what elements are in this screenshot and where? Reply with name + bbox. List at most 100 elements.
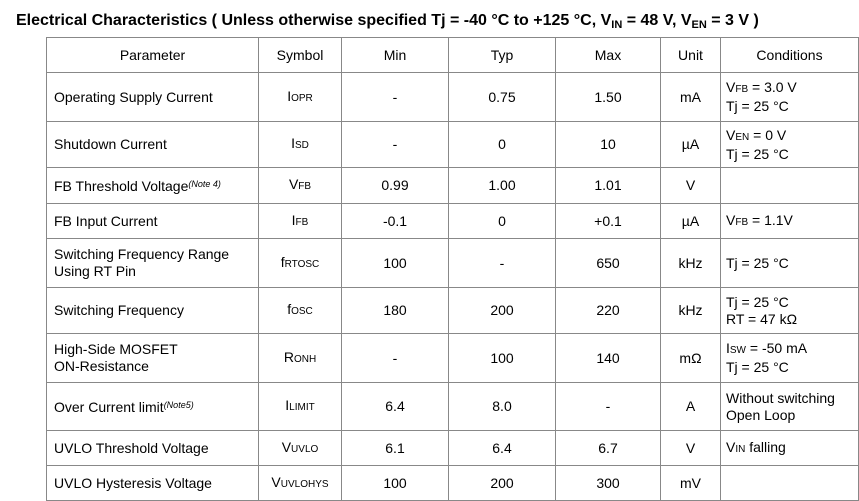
condition-line: ISW = -50 mA xyxy=(726,340,851,359)
text: f xyxy=(287,301,292,317)
symbol-cell: fOSC xyxy=(258,287,342,334)
symbol-cell: RONH xyxy=(258,333,342,383)
condition-line: Tj = 25 °C xyxy=(726,255,851,272)
unit: kHz xyxy=(660,238,721,288)
conditions-cell: VEN = 0 V Tj = 25 °C xyxy=(720,121,859,168)
condition-line: Without switching xyxy=(726,390,851,407)
parameter-line: ON-Resistance xyxy=(54,358,251,375)
text: Tj = 25 °C xyxy=(726,359,789,375)
max: 140 xyxy=(555,333,661,383)
unit: A xyxy=(660,382,721,431)
typ: 200 xyxy=(448,465,556,501)
condition-line: RT = 47 kΩ xyxy=(726,311,851,328)
min: 100 xyxy=(341,465,449,501)
conditions-cell: VFB = 1.1V xyxy=(720,203,859,239)
conditions-cell xyxy=(720,167,859,204)
max: 1.01 xyxy=(555,167,661,204)
parameter-line: Switching Frequency xyxy=(54,302,251,319)
parameter: FB Threshold Voltage xyxy=(54,178,189,194)
note: (Note5) xyxy=(163,400,194,410)
parameter: Switching Frequency xyxy=(54,302,184,318)
conditions-cell: ISW = -50 mA Tj = 25 °C xyxy=(720,333,859,383)
subscript: SD xyxy=(294,140,309,151)
text: I xyxy=(291,211,296,228)
header-cell: Max xyxy=(555,37,661,73)
header-cell: Conditions xyxy=(720,37,859,73)
text: Electrical Characteristics ( Unless othe… xyxy=(16,12,612,29)
parameter: UVLO Hysteresis Voltage xyxy=(54,474,212,491)
header-cell: Unit xyxy=(660,37,721,73)
text: = 3 V ) xyxy=(706,12,759,29)
typ: - xyxy=(448,238,556,288)
subscript: UVLOHYS xyxy=(280,478,329,490)
parameter-cell: UVLO Threshold Voltage xyxy=(46,430,259,466)
condition-line: VIN falling xyxy=(726,439,851,458)
text: = 0 V xyxy=(749,126,787,143)
max: 6.7 xyxy=(555,430,661,466)
parameter-cell: Switching Frequency xyxy=(46,287,259,334)
parameter: Operating Supply Current xyxy=(54,88,213,105)
subscript: UVLO xyxy=(291,443,319,455)
header-cell: Typ xyxy=(448,37,556,73)
subscript: EN xyxy=(691,19,707,31)
text: I xyxy=(285,397,290,413)
parameter-cell: Switching Frequency Range Using RT Pin xyxy=(46,238,259,288)
conditions-cell xyxy=(720,465,859,501)
parameter: ON-Resistance xyxy=(54,358,149,374)
max: 1.50 xyxy=(555,72,661,122)
subscript: IN xyxy=(611,19,623,31)
min: 6.1 xyxy=(341,430,449,466)
subscript: LIMIT xyxy=(289,402,315,413)
condition-line: Open Loop xyxy=(726,407,851,424)
condition-line: VFB = 3.0 V xyxy=(726,79,851,98)
text: Open Loop xyxy=(726,406,796,423)
unit: V xyxy=(660,430,721,466)
text: Tj = 25 °C xyxy=(726,145,789,162)
parameter-line: High-Side MOSFET xyxy=(54,341,251,358)
text: V xyxy=(726,126,736,143)
parameter-cell: Operating Supply Current xyxy=(46,72,259,122)
spec-table: Parameter Symbol Min Typ Max Unit Conditions O… xyxy=(46,37,859,501)
condition-line: Tj = 25 °C xyxy=(726,98,851,115)
conditions-cell: Tj = 25 °C xyxy=(720,238,859,288)
row: Operating Supply Current IOPR -0.75 1.50 mA V… xyxy=(46,72,859,122)
parameter: FB Input Current xyxy=(54,212,158,229)
min: 100 xyxy=(341,238,449,288)
typ: 8.0 xyxy=(448,382,556,431)
text: Tj = 25 °C xyxy=(726,293,789,310)
subscript: SW xyxy=(729,345,746,356)
typ: 100 xyxy=(448,333,556,383)
unit: V xyxy=(660,167,721,204)
min: - xyxy=(341,121,449,168)
text: I xyxy=(287,87,292,104)
parameter-cell: UVLO Hysteresis Voltage xyxy=(46,465,259,501)
unit: µA xyxy=(660,121,721,168)
parameter-line: FB Threshold Voltage(Note 4) xyxy=(54,176,251,195)
subscript: OPR xyxy=(291,92,313,104)
parameter: UVLO Threshold Voltage xyxy=(54,439,209,456)
symbol-cell: ISD xyxy=(258,121,342,168)
parameter-cell: High-Side MOSFET ON-Resistance xyxy=(46,333,259,383)
parameter-cell: FB Input Current xyxy=(46,203,259,239)
unit: mA xyxy=(660,72,721,122)
subscript: OSC xyxy=(291,306,313,317)
note: (Note 4) xyxy=(188,179,221,189)
parameter-cell: FB Threshold Voltage(Note 4) xyxy=(46,167,259,204)
min: 0.99 xyxy=(341,167,449,204)
header-row: Parameter Symbol Min Typ Max Unit Conditions xyxy=(46,37,859,73)
conditions-cell: VFB = 3.0 V Tj = 25 °C xyxy=(720,72,859,122)
max: +0.1 xyxy=(555,203,661,239)
row: High-Side MOSFET ON-Resistance RONH -100 140… xyxy=(46,333,859,383)
text: V xyxy=(726,438,736,455)
max: 10 xyxy=(555,121,661,168)
text: V xyxy=(726,211,736,228)
symbol-cell: VUVLO xyxy=(258,430,342,466)
condition-line: Tj = 25 °C xyxy=(726,146,851,163)
text: = 1.1V xyxy=(748,211,793,228)
subscript: EN xyxy=(735,131,750,143)
typ: 1.00 xyxy=(448,167,556,204)
min: -0.1 xyxy=(341,203,449,239)
condition-line: Tj = 25 °C xyxy=(726,294,851,311)
condition-line: VEN = 0 V xyxy=(726,127,851,146)
